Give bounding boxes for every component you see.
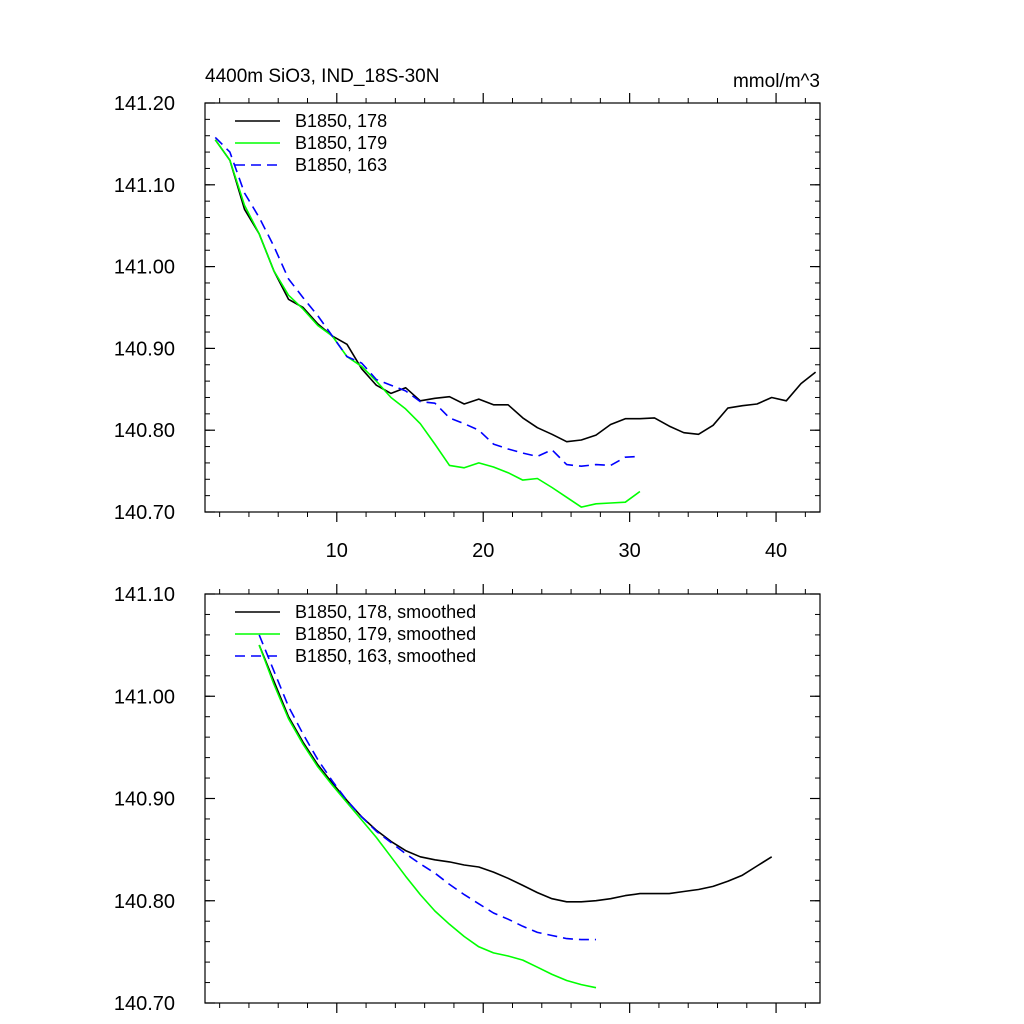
top-axis-ticks: 140.70 140.80 140.90 141.00 141.10 141.20 10 20… [114, 93, 820, 562]
bottom-series-line-2 [258, 634, 596, 941]
top-panel: 4400m SiO3, IND_18S-30N mmol/m^3 140.701… [114, 66, 821, 562]
top-ytick-label: 141.00 [114, 257, 175, 279]
bottom-ytick-label: 141.10 [114, 584, 175, 606]
top-legend-label: B1850, 163 [295, 155, 387, 175]
bottom-ytick-label: 140.80 [114, 891, 175, 913]
top-series-lines [214, 136, 817, 508]
top-chart-units: mmol/m^3 [733, 71, 820, 92]
bottom-ytick-label: 140.90 [114, 789, 175, 811]
bottom-legend-label: B1850, 178, smoothed [295, 602, 476, 622]
bottom-series-line-0 [258, 644, 773, 903]
top-ytick-label: 140.90 [114, 338, 175, 360]
top-ytick-label: 140.70 [114, 502, 175, 524]
bottom-legend-label: B1850, 179, smoothed [295, 624, 476, 644]
top-xtick-label: 40 [765, 540, 787, 562]
top-ytick-label: 141.20 [114, 93, 175, 115]
top-xtick-label: 20 [472, 540, 494, 562]
bottom-legend-label: B1850, 163, smoothed [295, 646, 476, 666]
top-series-line-0 [214, 139, 817, 443]
top-ytick-label: 140.80 [114, 420, 175, 442]
bottom-series-lines [258, 634, 773, 989]
top-legend-label: B1850, 179 [295, 133, 387, 153]
top-series-line-1 [214, 139, 641, 508]
bottom-ytick-label: 140.70 [114, 993, 175, 1015]
top-ytick-label: 141.10 [114, 175, 175, 197]
top-series-line-2 [214, 136, 640, 468]
top-xtick-label: 30 [619, 540, 641, 562]
bottom-series-line-1 [258, 644, 597, 989]
top-legend-label: B1850, 178 [295, 111, 387, 131]
bottom-axis-ticks: 140.70 140.80 140.90 141.00 141.10 [114, 584, 820, 1015]
bottom-ytick-label: 141.00 [114, 686, 175, 708]
top-xtick-label: 10 [326, 540, 348, 562]
top-chart-title: 4400m SiO3, IND_18S-30N [205, 66, 439, 87]
bottom-panel: 140.70 140.80 140.90 141.00 141.10 B1850, 17… [114, 584, 821, 1015]
